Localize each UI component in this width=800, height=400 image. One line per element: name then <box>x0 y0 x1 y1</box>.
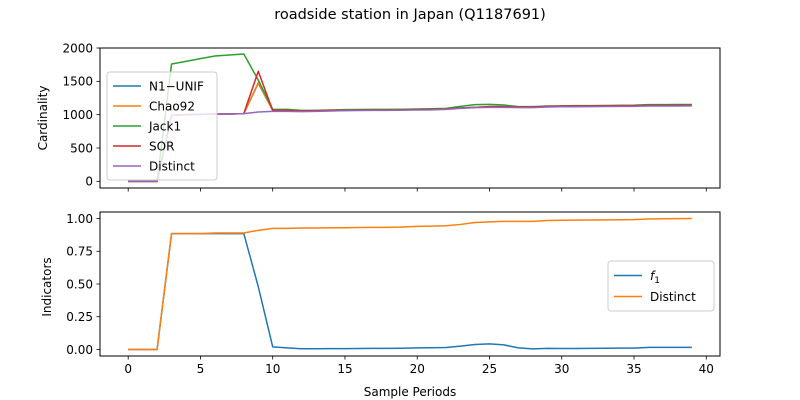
x-tick-label: 15 <box>337 362 352 376</box>
x-tick-label: 5 <box>197 362 205 376</box>
top-panel-x-ticks <box>127 188 707 192</box>
y-tick-label: 1.00 <box>66 212 93 226</box>
legend-label: N1−UNIF <box>149 79 204 93</box>
top-panel-y-ticks: 0 500 1000 1500 2000 <box>62 41 100 189</box>
top-panel: 0 500 1000 1500 2000 Cardinality N1−UNIF Chao… <box>36 41 721 192</box>
x-axis-label: Sample Periods <box>364 385 456 399</box>
x-tick-label: 20 <box>410 362 425 376</box>
series-line-f1 <box>128 232 692 351</box>
y-tick-label: 0.25 <box>66 310 93 324</box>
y-tick-label: 1000 <box>62 108 93 122</box>
bottom-panel-legend: f1 Distinct <box>607 260 715 312</box>
y-tick-label: 0 <box>85 175 93 189</box>
figure-title: roadside station in Japan (Q1187691) <box>274 7 546 23</box>
legend-box <box>607 260 715 312</box>
legend-label: Chao92 <box>149 99 195 113</box>
series-line-distinct <box>128 217 692 351</box>
x-tick-label: 35 <box>626 362 641 376</box>
y-tick-label: 2000 <box>62 41 93 55</box>
legend-label: Jack1 <box>148 119 181 133</box>
x-tick-label: 10 <box>265 362 280 376</box>
y-tick-label: 500 <box>70 141 93 155</box>
bottom-panel-x-ticks: 0 5 10 15 20 25 30 35 40 <box>124 356 714 376</box>
x-tick-label: 25 <box>482 362 497 376</box>
y-tick-label: 1500 <box>62 75 93 89</box>
legend-label: Distinct <box>650 290 696 304</box>
bottom-panel-y-ticks: 0.00 0.25 0.50 0.75 1.00 <box>66 212 100 357</box>
top-panel-y-axis-label: Cardinality <box>36 86 50 151</box>
x-tick-label: 40 <box>699 362 714 376</box>
bottom-panel-y-axis-label: Indicators <box>40 257 54 316</box>
legend-label: Distinct <box>149 159 195 173</box>
y-tick-label: 0.00 <box>66 343 93 357</box>
x-tick-label: 30 <box>554 362 569 376</box>
series-line-distinct <box>128 105 692 183</box>
y-tick-label: 0.75 <box>66 245 93 259</box>
bottom-panel-lines <box>128 217 692 351</box>
legend-box <box>106 71 218 181</box>
bottom-panel: 0 5 10 15 20 25 30 35 40 0.00 0.25 0.50 0.75 1.00 In… <box>40 211 721 399</box>
top-panel-lines <box>128 53 692 183</box>
x-tick-label: 0 <box>124 362 132 376</box>
legend-label: SOR <box>149 139 174 153</box>
legend-label: f1 <box>650 269 660 286</box>
top-panel-frame <box>99 47 721 189</box>
y-tick-label: 0.50 <box>66 277 93 291</box>
top-panel-legend: N1−UNIF Chao92 Jack1 SOR Distinct <box>106 71 218 181</box>
